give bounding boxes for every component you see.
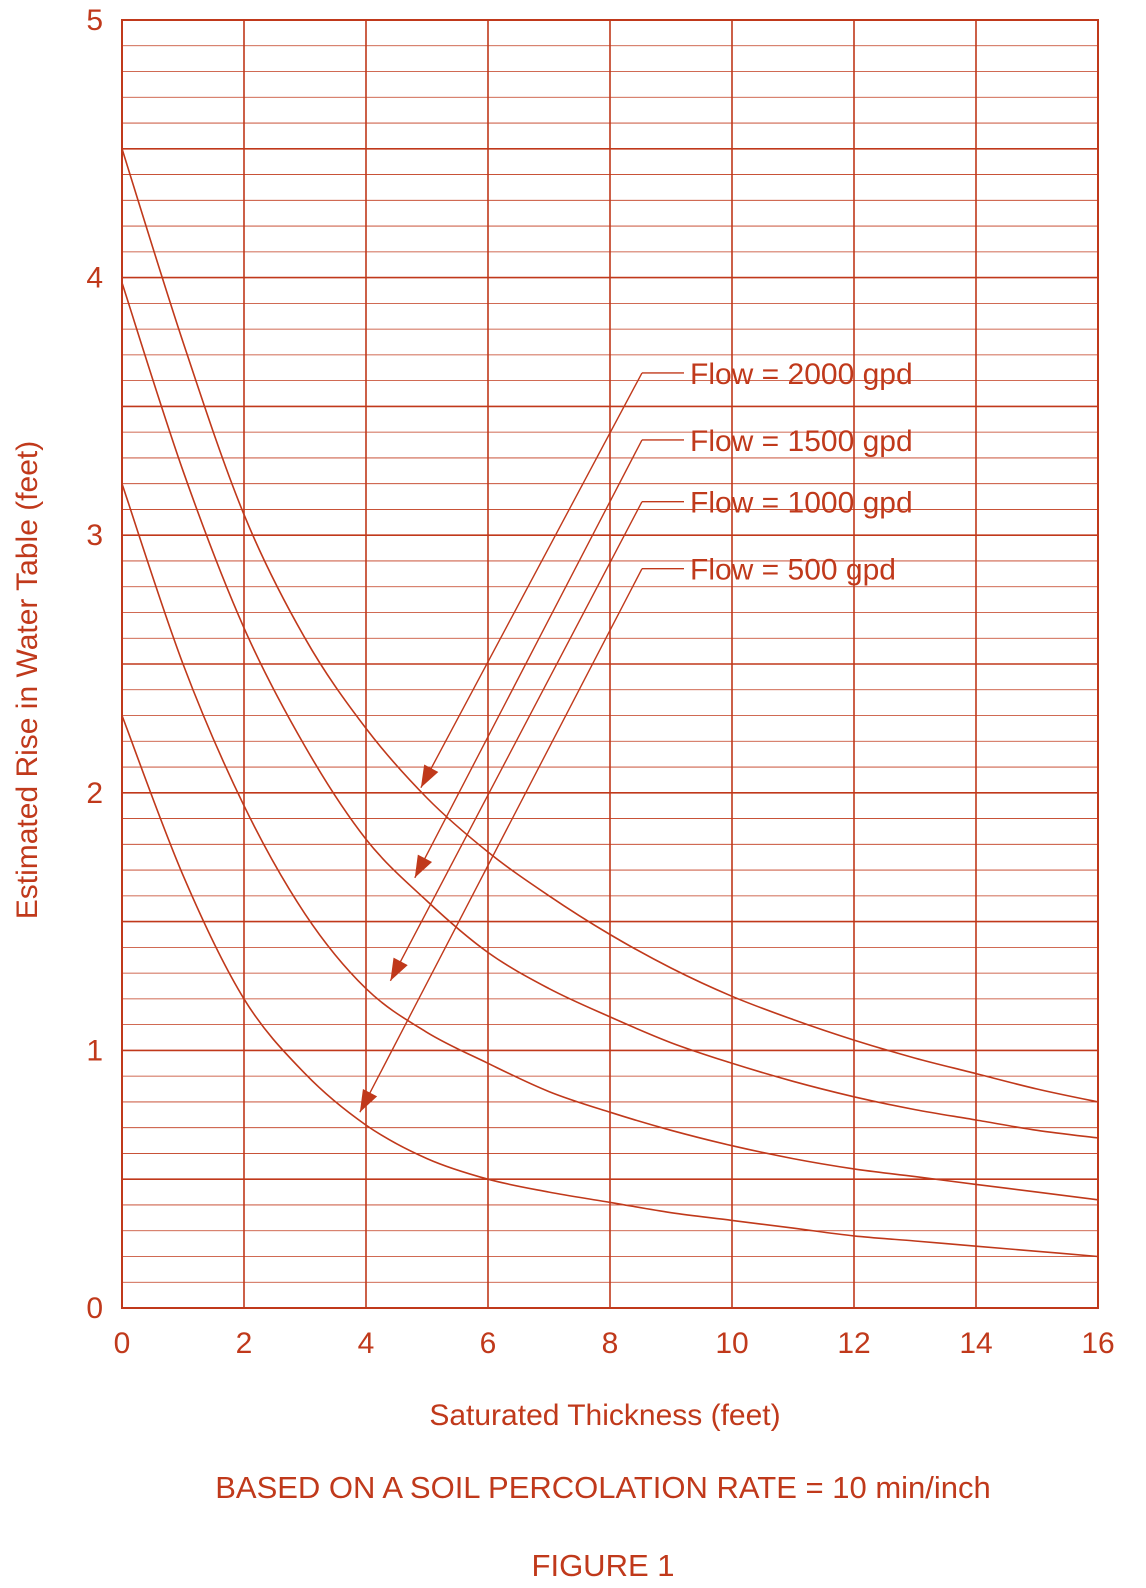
plot-frame — [121, 19, 1099, 1309]
arrowhead — [359, 1089, 378, 1113]
series-line-2 — [121, 483, 1099, 1201]
flow-label-3: Flow = 500 gpd — [690, 554, 896, 587]
series-line-1 — [121, 282, 1099, 1139]
x-tick-labels: 0 2 4 6 8 10 12 14 16 — [114, 1327, 1115, 1360]
arrowhead — [390, 957, 408, 981]
series-line-3 — [121, 715, 1099, 1258]
arrowhead — [414, 854, 433, 878]
x-tick-label: 8 — [602, 1327, 619, 1360]
flow-label-1: Flow = 1500 gpd — [690, 425, 913, 458]
x-tick-label: 10 — [715, 1327, 748, 1360]
y-tick-label: 2 — [86, 777, 103, 810]
flow-label-0: Flow = 2000 gpd — [690, 358, 913, 391]
x-tick-label: 16 — [1081, 1327, 1114, 1360]
x-axis-title: Saturated Thickness (feet) — [429, 1399, 780, 1432]
annotation-pointer — [359, 568, 643, 1113]
series-curves — [121, 148, 1099, 1258]
series-line-0 — [121, 148, 1099, 1103]
x-tick-label: 6 — [480, 1327, 497, 1360]
annotation-pointer — [420, 372, 643, 788]
y-tick-label: 0 — [86, 1292, 103, 1325]
percolation-note: BASED ON A SOIL PERCOLATION RATE = 10 mi… — [215, 1470, 991, 1505]
x-tick-label: 14 — [959, 1327, 992, 1360]
x-tick-label: 4 — [358, 1327, 375, 1360]
x-tick-label: 12 — [837, 1327, 870, 1360]
x-tick-label: 2 — [236, 1327, 253, 1360]
annotation-pointer — [414, 439, 643, 879]
figure-label: FIGURE 1 — [532, 1548, 675, 1583]
y-tick-label: 4 — [86, 262, 103, 295]
annotation-arrows: Flow = 2000 gpd Flow = 1500 gpd Flow = 100… — [359, 358, 913, 1113]
y-axis-title: Estimated Rise in Water Table (feet) — [11, 441, 44, 920]
flow-label-2: Flow = 1000 gpd — [690, 487, 913, 520]
y-tick-label: 5 — [86, 4, 103, 37]
arrowhead — [420, 764, 439, 788]
y-tick-labels: 0 1 2 3 4 5 — [86, 4, 103, 1325]
y-tick-label: 1 — [86, 1034, 103, 1067]
y-tick-label: 3 — [86, 519, 103, 552]
major-gridlines — [122, 20, 1098, 1308]
x-tick-label: 0 — [114, 1327, 131, 1360]
annotation-pointer — [389, 501, 643, 982]
